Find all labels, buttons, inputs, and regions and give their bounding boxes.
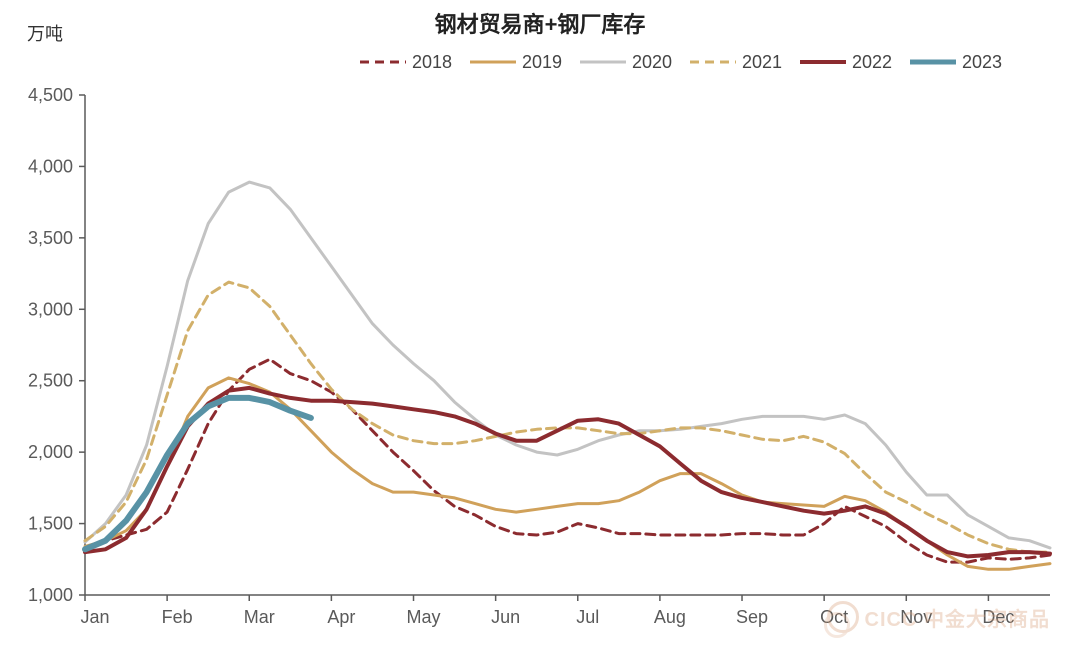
y-tick-label: 2,000 bbox=[28, 442, 73, 462]
y-tick-label: 3,000 bbox=[28, 299, 73, 319]
x-tick-label: Oct bbox=[820, 607, 848, 627]
chart-svg: 钢材贸易商+钢厂库存 万吨 1,000 1,500 2,000 2,500 3,000 3,5… bbox=[0, 0, 1080, 668]
y-tick-label: 4,500 bbox=[28, 85, 73, 105]
x-tick-label: Jun bbox=[491, 607, 520, 627]
x-tick-label: Jul bbox=[576, 607, 599, 627]
x-tick-label: May bbox=[407, 607, 441, 627]
y-tick-label: 1,500 bbox=[28, 514, 73, 534]
y-axis-unit: 万吨 bbox=[27, 24, 63, 44]
chart-title: 钢材贸易商+钢厂库存 bbox=[435, 12, 646, 37]
legend-label-2019: 2019 bbox=[522, 52, 562, 72]
legend-label-2018: 2018 bbox=[412, 52, 452, 72]
legend-label-2023: 2023 bbox=[962, 52, 1002, 72]
x-tick-label: Aug bbox=[654, 607, 686, 627]
y-tick-label: 4,000 bbox=[28, 156, 73, 176]
y-tick-label: 1,000 bbox=[28, 585, 73, 605]
x-tick-label: Mar bbox=[244, 607, 275, 627]
legend-label-2022: 2022 bbox=[852, 52, 892, 72]
y-tick-label: 2,500 bbox=[28, 371, 73, 391]
x-tick-label: Feb bbox=[162, 607, 193, 627]
y-tick-label: 3,500 bbox=[28, 228, 73, 248]
x-tick-label: Sep bbox=[736, 607, 768, 627]
legend-label-2021: 2021 bbox=[742, 52, 782, 72]
x-tick-label: Jan bbox=[80, 607, 109, 627]
legend-label-2020: 2020 bbox=[632, 52, 672, 72]
x-tick-label: Nov bbox=[900, 607, 932, 627]
x-tick-label: Apr bbox=[327, 607, 355, 627]
chart-container: 钢材贸易商+钢厂库存 万吨 1,000 1,500 2,000 2,500 3,000 3,5… bbox=[0, 0, 1080, 668]
x-tick-label: Dec bbox=[982, 607, 1014, 627]
